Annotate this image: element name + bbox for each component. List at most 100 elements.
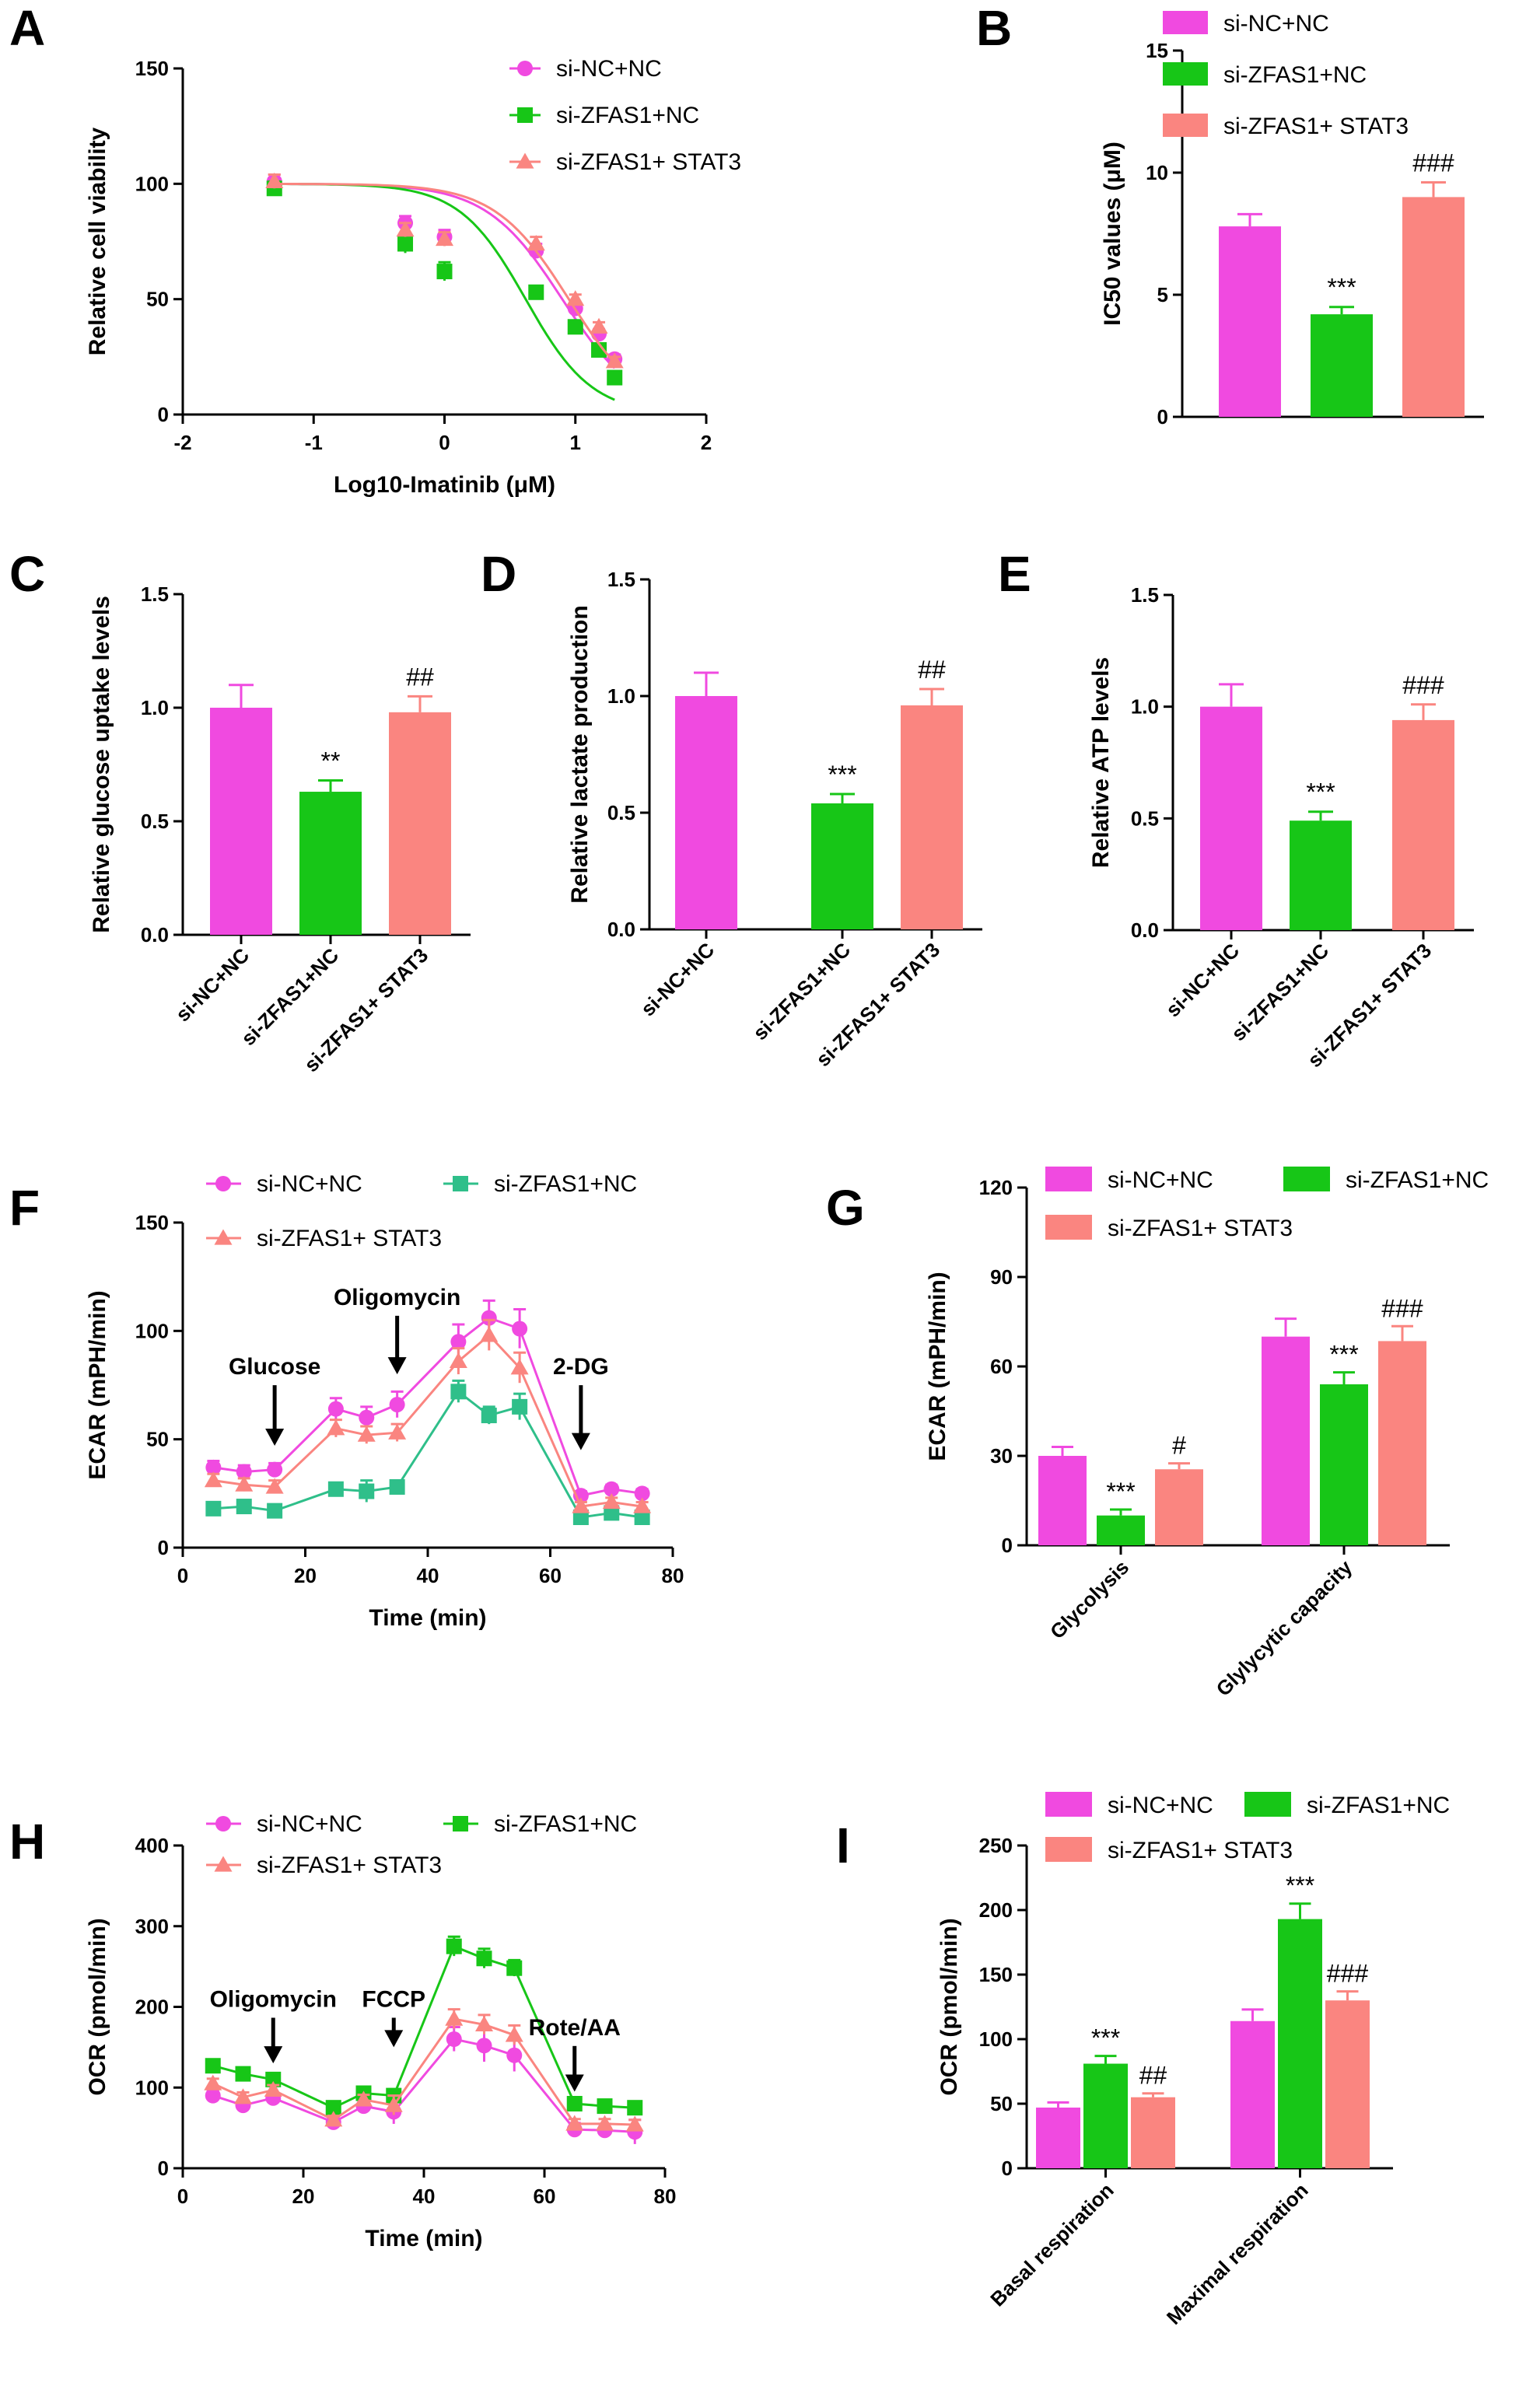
data-point [205, 2087, 221, 2104]
y-tick-label: 0.5 [1131, 806, 1159, 830]
data-point [235, 1475, 254, 1492]
data-point [204, 1471, 222, 1488]
panel-h: H 0 100 200 300 400 0 20 40 60 80 Time (min) OCR (pm… [9, 1811, 676, 2251]
y-axis-title: Relative lactate production [567, 605, 593, 903]
data-point [264, 2080, 282, 2097]
legend-swatch [1045, 1167, 1092, 1191]
legend-marker [517, 61, 533, 76]
data-point [267, 1503, 283, 1519]
x-tick-label: 20 [292, 2185, 315, 2208]
panel-a: A 0 50 100 150 -2 -1 0 1 2 Log10-Imatinib (μM) Rela… [9, 0, 741, 498]
x-tick-label: 80 [654, 2185, 677, 2208]
data-point [236, 1499, 252, 1515]
data-point [506, 2047, 523, 2063]
significance-label: ### [1381, 1294, 1423, 1322]
legend-entry: si-ZFAS1+ STAT3 [1223, 114, 1409, 139]
data-point [604, 1505, 620, 1521]
legend-swatch [1045, 1837, 1092, 1862]
bar [1219, 226, 1281, 417]
y-tick-label: 150 [979, 1963, 1013, 1986]
data-point [633, 1497, 652, 1513]
bar [389, 712, 451, 935]
panel-c: C 0.0 0.5 1.0 1.5 Relative glucose uptake lev… [9, 546, 471, 1076]
data-point [480, 1326, 499, 1342]
data-point [566, 2096, 583, 2111]
significance-label: ## [406, 663, 434, 691]
significance-label: ## [1139, 2062, 1167, 2090]
injection-arrow-head [571, 1433, 590, 1450]
legend-marker [214, 1856, 233, 1872]
x-axis-title: Log10-Imatinib (μM) [334, 472, 555, 498]
bar [1083, 2063, 1128, 2168]
injection-label: Oligomycin [334, 1285, 460, 1310]
y-tick-label: 250 [979, 1834, 1013, 1857]
data-point [528, 284, 544, 300]
significance-label: # [1172, 1432, 1186, 1460]
significance-label: *** [1091, 2024, 1120, 2052]
series-line [213, 1333, 642, 1508]
legend-swatch [1163, 114, 1208, 137]
significance-label: *** [1286, 1872, 1314, 1900]
bar [1230, 2020, 1275, 2168]
x-tick-label: -2 [173, 431, 191, 454]
y-tick-label: 1.0 [141, 696, 169, 719]
fit-curve [274, 182, 616, 364]
legend-marker [215, 1176, 231, 1191]
legend-entry: si-ZFAS1+ STAT3 [257, 1226, 442, 1251]
data-point [267, 1461, 283, 1478]
bar [1378, 1341, 1426, 1545]
panel-letter: D [481, 546, 516, 602]
data-point [596, 2115, 614, 2131]
legend-entry: si-ZFAS1+NC [494, 1811, 637, 1837]
bar [811, 803, 873, 929]
data-point [604, 1481, 620, 1497]
injection-label: Glucose [229, 1354, 320, 1380]
y-tick-label: 120 [979, 1176, 1013, 1199]
x-tick-label: Basal respiration [985, 2178, 1118, 2311]
y-tick-label: 0 [1157, 405, 1168, 429]
panel-letter: G [826, 1180, 865, 1236]
data-point [205, 1500, 222, 1517]
y-tick-label: 0 [1002, 2157, 1013, 2180]
injection-arrow-head [387, 1357, 407, 1375]
data-point [357, 1426, 376, 1442]
bar [1311, 314, 1373, 417]
data-point [205, 2058, 221, 2074]
bar [1290, 820, 1352, 930]
data-point [265, 2071, 282, 2087]
x-tick-label: 60 [534, 2185, 556, 2208]
y-axis-title: ECAR (mPH/min) [85, 1290, 110, 1479]
injection-label: Oligomycin [210, 1987, 337, 2013]
y-axis-title: Relative ATP levels [1088, 657, 1114, 868]
injection-arrow-head [264, 2046, 283, 2064]
data-point [481, 1408, 497, 1424]
data-point [446, 2031, 462, 2047]
legend-entry: si-NC+NC [1108, 1167, 1213, 1193]
x-tick-label: Glylycytic capacity [1211, 1555, 1356, 1701]
data-point [634, 1509, 650, 1525]
data-point [445, 2010, 464, 2026]
x-tick-label: 40 [413, 2185, 436, 2208]
data-point [634, 1485, 650, 1502]
legend-entry: si-NC+NC [1223, 11, 1329, 37]
legend-entry: si-ZFAS1+NC [1346, 1167, 1489, 1193]
bar [1320, 1384, 1368, 1545]
significance-label: *** [1329, 1341, 1358, 1369]
data-point [204, 2074, 222, 2090]
data-point [265, 1478, 284, 1494]
data-point [325, 2100, 341, 2116]
bar [1097, 1515, 1145, 1545]
data-point [205, 1459, 222, 1475]
y-tick-label: 200 [979, 1898, 1013, 1922]
panel-d: D 0.0 0.5 1.0 1.5 Relative lactate production… [481, 546, 982, 1071]
data-point [597, 2098, 613, 2115]
data-point [527, 234, 545, 251]
y-tick-label: 1.0 [607, 684, 635, 708]
data-point [450, 1334, 467, 1350]
bar [1036, 2107, 1080, 2168]
significance-label: ## [918, 656, 946, 684]
data-point [436, 230, 453, 247]
y-tick-label: 15 [1146, 39, 1168, 62]
data-point [355, 2090, 373, 2107]
